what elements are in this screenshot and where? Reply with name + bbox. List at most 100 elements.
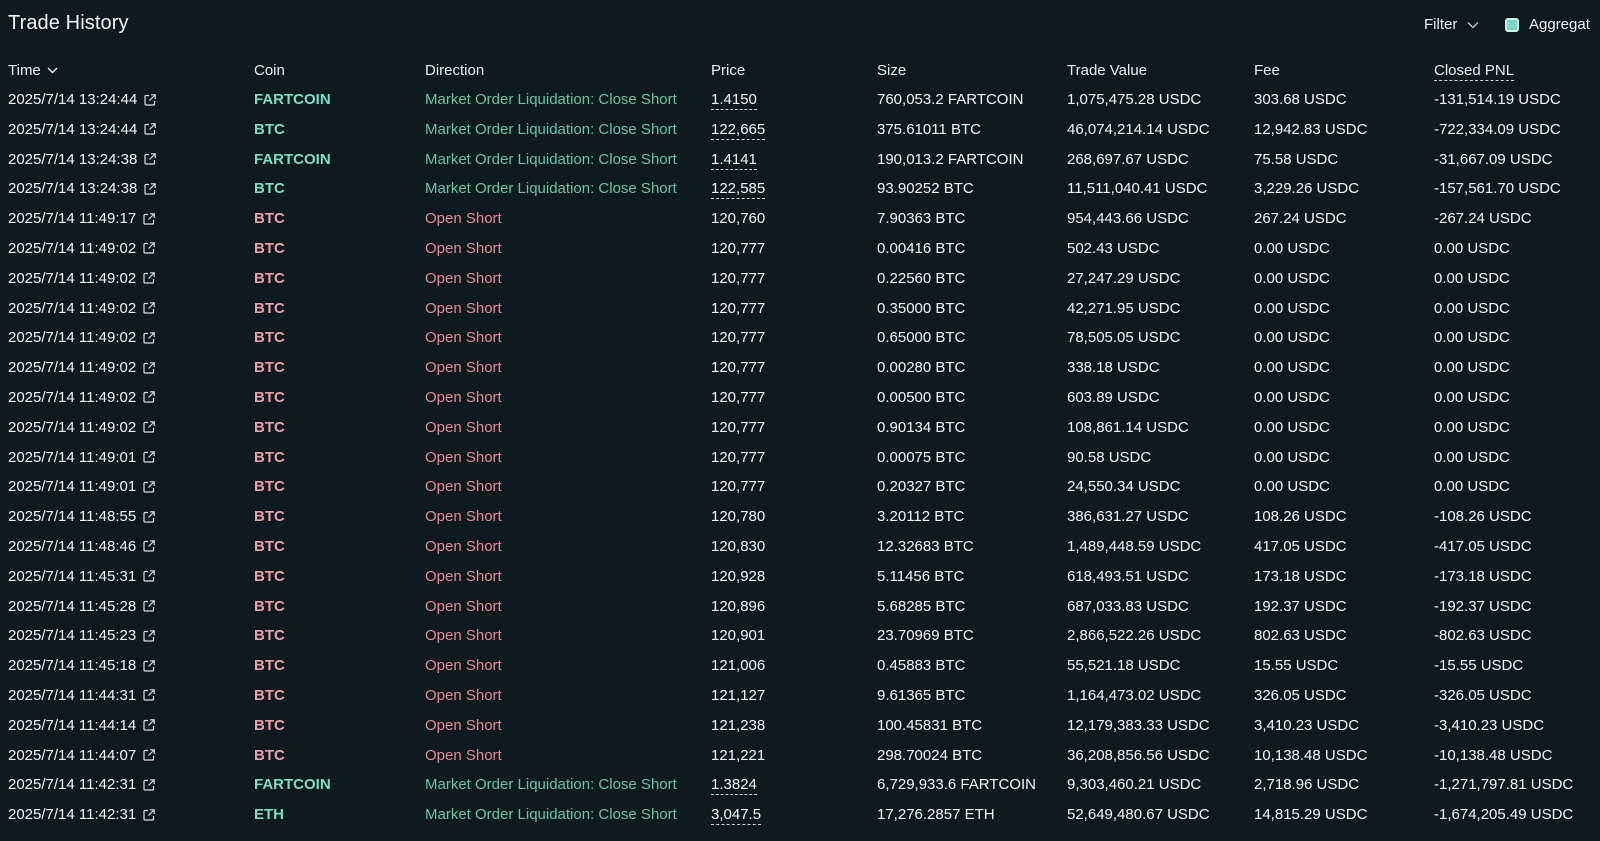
external-link-icon[interactable]: [142, 450, 156, 464]
coin-cell[interactable]: BTC: [254, 597, 285, 615]
fee-cell: 326.05 USDC: [1254, 686, 1347, 704]
external-link-icon[interactable]: [142, 688, 156, 702]
external-link-icon[interactable]: [142, 420, 156, 434]
coin-cell[interactable]: BTC: [254, 657, 285, 675]
external-link-icon[interactable]: [142, 271, 156, 285]
external-link-icon[interactable]: [142, 510, 156, 524]
table-row: 2025/7/14 11:45:18 BTC Open Short 121,006 0.…: [0, 652, 1600, 682]
external-link-icon[interactable]: [142, 331, 156, 345]
price-value: 120,901: [711, 627, 766, 645]
external-link-icon[interactable]: [142, 569, 156, 583]
trade-time: 2025/7/14 11:48:46: [8, 537, 137, 555]
external-link-icon[interactable]: [142, 361, 156, 375]
coin-cell[interactable]: BTC: [254, 210, 285, 228]
price-cell: 120,760: [711, 210, 765, 227]
price-cell: 121,238: [711, 717, 765, 734]
table-row: 2025/7/14 13:24:44 FARTCOIN Market Order L…: [0, 86, 1600, 116]
coin-cell[interactable]: BTC: [254, 120, 285, 138]
trade-time: 2025/7/14 11:49:02: [8, 329, 137, 347]
external-link-icon[interactable]: [142, 390, 156, 404]
fee-cell: 0.00 USDC: [1254, 299, 1330, 317]
price-cell: 120,777: [711, 300, 765, 317]
time-cell: 2025/7/14 11:48:55: [8, 508, 156, 525]
closed-pnl-cell: -417.05 USDC: [1434, 537, 1532, 555]
external-link-icon[interactable]: [142, 748, 156, 762]
trade-value-cell: 46,074,214.14 USDC: [1067, 120, 1210, 138]
external-link-icon[interactable]: [143, 182, 157, 196]
time-cell: 2025/7/14 13:24:38: [8, 151, 157, 168]
direction-cell: Market Order Liquidation: Close Short: [425, 150, 677, 168]
coin-cell[interactable]: FARTCOIN: [254, 776, 331, 794]
size-cell: 12.32683 BTC: [877, 537, 974, 555]
external-link-icon[interactable]: [142, 241, 156, 255]
price-value: 121,006: [711, 657, 766, 675]
external-link-icon[interactable]: [142, 212, 156, 226]
aggregate-label: Aggregat: [1529, 16, 1590, 33]
trade-time: 2025/7/14 13:24:44: [8, 91, 138, 108]
coin-cell[interactable]: BTC: [254, 239, 285, 257]
closed-pnl-cell: -173.18 USDC: [1434, 567, 1532, 585]
time-cell: 2025/7/14 11:48:46: [8, 538, 156, 555]
size-cell: 5.68285 BTC: [877, 597, 966, 615]
closed-pnl-cell: 0.00 USDC: [1434, 388, 1510, 406]
table-row: 2025/7/14 11:42:31 ETH Market Order Liquid…: [0, 801, 1600, 831]
coin-cell[interactable]: BTC: [254, 537, 285, 555]
fee-cell: 417.05 USDC: [1254, 537, 1347, 555]
coin-cell[interactable]: BTC: [254, 269, 285, 287]
time-cell: 2025/7/14 11:45:18: [8, 657, 156, 674]
coin-cell[interactable]: BTC: [254, 746, 285, 764]
column-header-closed-pnl[interactable]: Closed PNL: [1434, 62, 1515, 81]
column-header-direction: Direction: [425, 62, 485, 79]
coin-cell[interactable]: BTC: [254, 299, 285, 317]
price-cell: 121,006: [711, 657, 765, 674]
size-cell: 298.70024 BTC: [877, 746, 983, 764]
external-link-icon[interactable]: [142, 301, 156, 315]
external-link-icon[interactable]: [142, 599, 156, 613]
time-cell: 2025/7/14 11:49:17: [8, 210, 156, 227]
external-link-icon[interactable]: [142, 659, 156, 673]
coin-cell[interactable]: BTC: [254, 686, 285, 704]
filter-dropdown[interactable]: Filter: [1424, 16, 1479, 33]
external-link-icon[interactable]: [142, 718, 156, 732]
closed-pnl-cell: -267.24 USDC: [1434, 210, 1532, 228]
aggregate-toggle[interactable]: Aggregat: [1505, 16, 1590, 33]
price-value: 120,777: [711, 269, 766, 287]
external-link-icon[interactable]: [143, 152, 157, 166]
coin-cell[interactable]: ETH: [254, 806, 284, 824]
trade-time: 2025/7/14 11:49:17: [8, 210, 137, 228]
coin-cell[interactable]: BTC: [254, 418, 285, 436]
price-value: 120,777: [711, 239, 766, 257]
column-header-time[interactable]: Time: [8, 62, 58, 79]
external-link-icon[interactable]: [142, 808, 156, 822]
coin-cell[interactable]: BTC: [254, 567, 285, 585]
coin-cell[interactable]: BTC: [254, 448, 285, 466]
coin-cell[interactable]: BTC: [254, 359, 285, 377]
table-row: 2025/7/14 11:49:02 BTC Open Short 120,777 0.…: [0, 235, 1600, 265]
external-link-icon[interactable]: [142, 629, 156, 643]
external-link-icon[interactable]: [143, 122, 157, 136]
coin-cell[interactable]: BTC: [254, 478, 285, 496]
coin-cell[interactable]: BTC: [254, 508, 285, 526]
external-link-icon[interactable]: [143, 93, 157, 107]
coin-cell[interactable]: BTC: [254, 329, 285, 347]
coin-cell[interactable]: BTC: [254, 388, 285, 406]
coin-cell[interactable]: FARTCOIN: [254, 150, 331, 168]
coin-cell[interactable]: BTC: [254, 627, 285, 645]
direction-cell: Market Order Liquidation: Close Short: [425, 776, 677, 794]
price-value: 120,777: [711, 329, 766, 347]
trade-time: 2025/7/14 11:48:55: [8, 508, 137, 526]
trade-time: 2025/7/14 11:45:18: [8, 657, 137, 675]
aggregate-checkbox[interactable]: [1505, 17, 1519, 32]
external-link-icon[interactable]: [142, 539, 156, 553]
coin-cell[interactable]: BTC: [254, 716, 285, 734]
coin-cell[interactable]: BTC: [254, 180, 285, 198]
trade-value-cell: 687,033.83 USDC: [1067, 597, 1189, 615]
external-link-icon[interactable]: [142, 480, 156, 494]
table-row: 2025/7/14 11:49:02 BTC Open Short 120,777 0.…: [0, 384, 1600, 414]
coin-cell[interactable]: FARTCOIN: [254, 91, 331, 108]
time-cell: 2025/7/14 11:49:02: [8, 300, 156, 317]
closed-pnl-cell: -722,334.09 USDC: [1434, 120, 1561, 138]
fee-cell: 303.68 USDC: [1254, 91, 1347, 108]
time-cell: 2025/7/14 11:44:14: [8, 717, 156, 734]
external-link-icon[interactable]: [142, 778, 156, 792]
